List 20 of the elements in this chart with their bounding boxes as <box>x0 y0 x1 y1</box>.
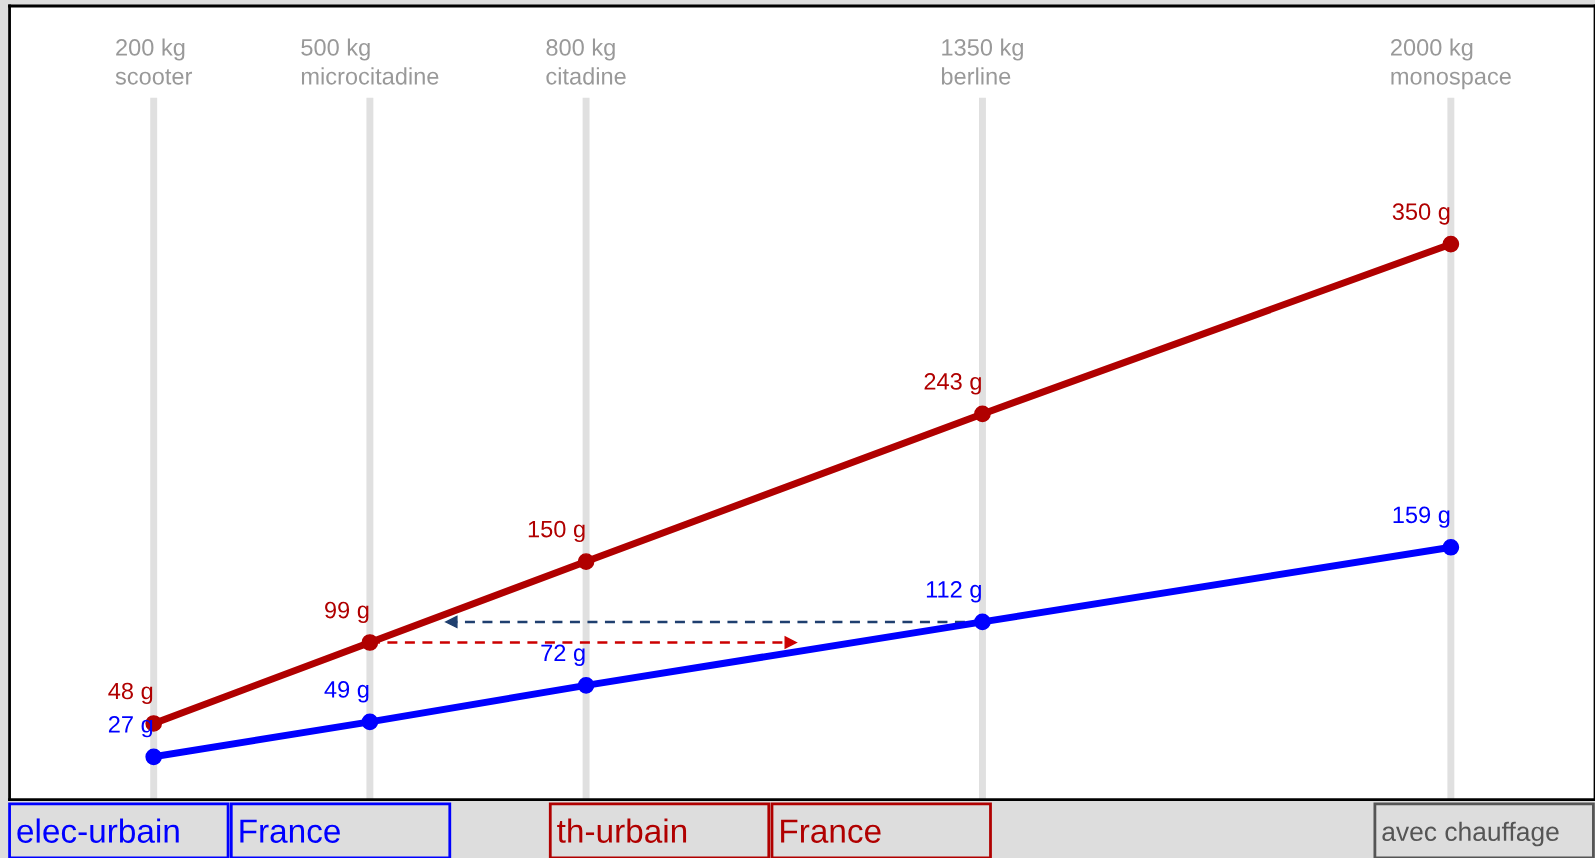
data-label: 159 g <box>1393 506 1450 528</box>
text: avec chauffage <box>1382 821 1559 847</box>
text: France <box>240 819 340 843</box>
data-label: 350 g <box>1392 203 1450 225</box>
data-label: 150 g <box>528 520 585 543</box>
data-label: 27 g <box>108 715 153 738</box>
x-tick-label: 1350 kg berline <box>941 38 1023 85</box>
x-tick-label: 2000 kg monospace <box>1391 38 1511 90</box>
data-label: 72 g <box>541 644 585 666</box>
data-label: 112 g <box>926 581 981 603</box>
data-label: 243 g <box>924 373 981 395</box>
data-label: 48 g <box>108 682 153 705</box>
text: France <box>781 819 881 843</box>
text: elec-urbain <box>17 818 179 843</box>
x-tick-label: 800 kg citadine <box>546 38 626 85</box>
data-label: 99 g <box>325 601 369 624</box>
text: th-urbain <box>557 818 687 843</box>
x-tick-label: 200 kg scooter <box>115 38 193 85</box>
x-tick-label: 500 kg microcitadine <box>301 38 439 85</box>
data-label: 49 g <box>324 681 369 703</box>
